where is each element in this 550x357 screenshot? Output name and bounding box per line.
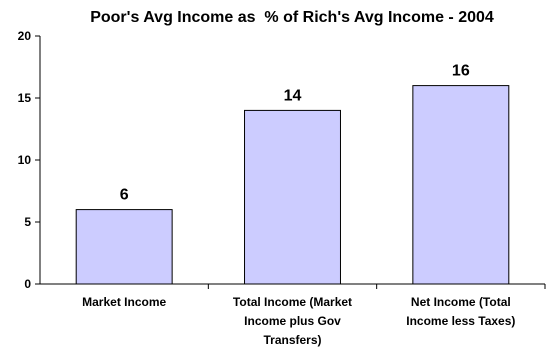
bar (244, 109, 341, 285)
category-label-line: Net Income (Total (411, 295, 511, 309)
category-label: Net Income (Total Income less Taxes) (406, 295, 515, 328)
chart-title: Poor's Avg Income as % of Rich's Avg Inc… (90, 9, 494, 26)
y-tick-label: 5 (24, 215, 31, 229)
category-label: Market Income (82, 295, 166, 309)
y-tick-label: 0 (24, 277, 31, 291)
category-label-line: Total Income (Market (233, 295, 352, 309)
y-tick-label: 15 (18, 91, 32, 105)
y-tick-label: 10 (18, 153, 32, 167)
category-label-line: Income less Taxes) (406, 314, 515, 328)
plot-area: 0 5 10 15 20 6 Market Income 14 Total Income (Ma… (18, 29, 546, 347)
category-label-line: Income plus Gov (244, 314, 341, 328)
category-label-line: Market Income (82, 295, 166, 309)
bar (412, 85, 510, 285)
data-label: 16 (452, 63, 470, 80)
bar (75, 209, 173, 285)
data-label: 14 (284, 87, 302, 104)
data-label: 6 (120, 187, 129, 204)
category-label-line: Transfers) (263, 333, 321, 347)
y-tick-label: 20 (18, 29, 32, 43)
category-label: Total Income (Market Income plus Gov Trans… (233, 295, 352, 347)
